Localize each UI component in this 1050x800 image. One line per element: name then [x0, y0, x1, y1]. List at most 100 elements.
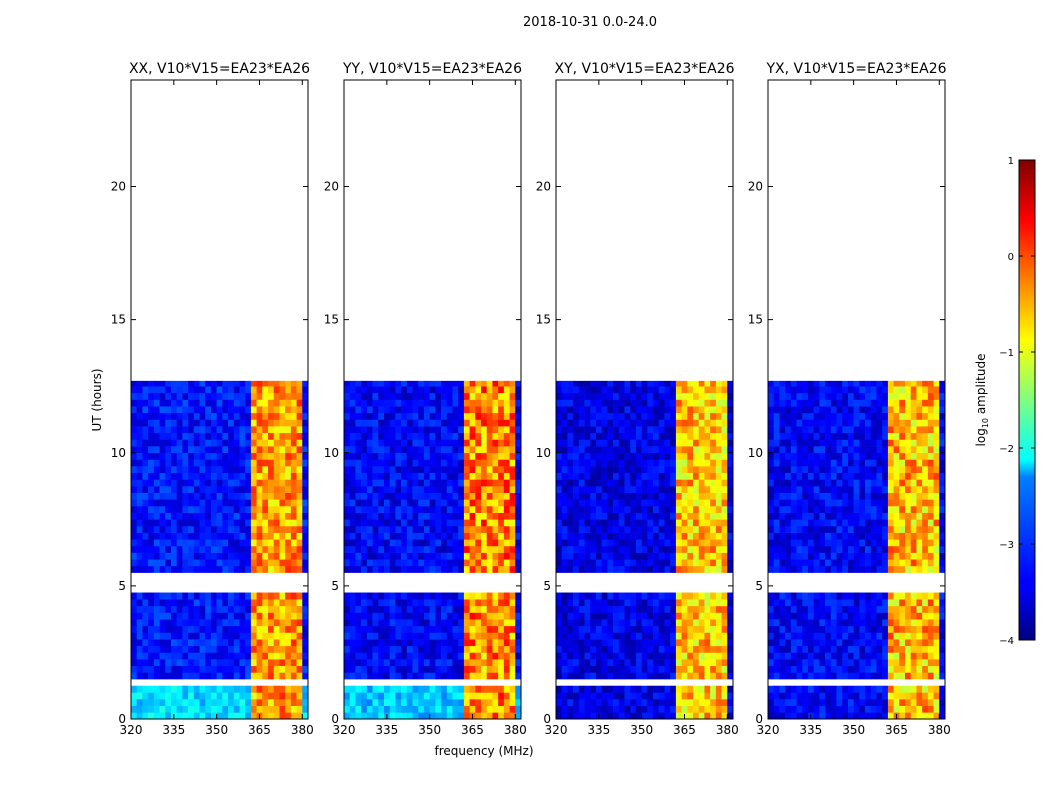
heatmap-cell [624, 392, 631, 400]
heatmap-cell [159, 625, 166, 633]
heatmap-cell [378, 692, 385, 700]
heatmap-cell [813, 612, 820, 620]
heatmap-cell [429, 545, 436, 553]
heatmap-cell [165, 612, 172, 620]
heatmap-cell [170, 532, 177, 540]
heatmap-cell [865, 625, 872, 633]
heatmap-cell [681, 432, 688, 440]
heatmap-cell [290, 659, 297, 667]
heatmap-cell [584, 592, 591, 600]
heatmap-cell [355, 426, 362, 434]
heatmap-cell [670, 619, 677, 627]
heatmap-cell [429, 712, 436, 720]
heatmap-cell [590, 452, 597, 460]
heatmap-cell [727, 692, 734, 700]
heatmap-cell [412, 519, 419, 527]
heatmap-cell [887, 692, 894, 700]
heatmap-cell [658, 645, 665, 653]
heatmap-cell [503, 705, 510, 713]
heatmap-cell [498, 672, 505, 680]
heatmap-cell [210, 419, 217, 427]
heatmap-cell [601, 399, 608, 407]
heatmap-cell [727, 705, 734, 713]
heatmap-cell [406, 539, 413, 547]
heatmap-cell [245, 652, 252, 660]
heatmap-cell [653, 545, 660, 553]
heatmap-cell [807, 665, 814, 673]
heatmap-cell [366, 699, 373, 706]
heatmap-cell [446, 392, 453, 400]
heatmap-cell [268, 439, 275, 447]
heatmap-cell [481, 380, 488, 387]
heatmap-cell [624, 699, 631, 706]
heatmap-cell [285, 612, 292, 620]
heatmap-cell [441, 512, 448, 520]
heatmap-cell [131, 446, 138, 454]
heatmap-cell [916, 659, 923, 667]
heatmap-cell [256, 565, 263, 573]
heatmap-cell [418, 479, 425, 487]
heatmap-cell [446, 605, 453, 613]
heatmap-cell [279, 539, 286, 547]
heatmap-cell [344, 486, 351, 493]
heatmap-cell [481, 692, 488, 700]
heatmap-cell [498, 652, 505, 660]
heatmap-cell [624, 659, 631, 667]
heatmap-cell [796, 612, 803, 620]
heatmap-cell [681, 552, 688, 560]
heatmap-cell [165, 419, 172, 427]
heatmap-cell [239, 592, 246, 600]
heatmap-cell [475, 386, 482, 394]
heatmap-cell [721, 380, 728, 387]
heatmap-cell [727, 392, 734, 400]
heatmap-cell [675, 472, 682, 480]
heatmap-cell [159, 712, 166, 720]
heatmap-cell [165, 545, 172, 553]
heatmap-cell [624, 412, 631, 420]
heatmap-cell [635, 412, 642, 420]
heatmap-cell [199, 592, 206, 600]
heatmap-cell [355, 672, 362, 680]
heatmap-cell [193, 412, 200, 420]
heatmap-cell [899, 705, 906, 713]
heatmap-cell [607, 472, 614, 480]
heatmap-cell [475, 486, 482, 493]
heatmap-cell [296, 645, 303, 653]
heatmap-cell [302, 619, 309, 627]
heatmap-cell [153, 499, 160, 507]
heatmap-cell [406, 699, 413, 706]
heatmap-cell [446, 565, 453, 573]
heatmap-cell [847, 625, 854, 633]
heatmap-cell [916, 699, 923, 706]
heatmap-cell [205, 472, 212, 480]
heatmap-cell [423, 412, 430, 420]
heatmap-cell [273, 439, 280, 447]
heatmap-cell [165, 559, 172, 567]
heatmap-cell [842, 685, 849, 693]
heatmap-cell [355, 452, 362, 460]
heatmap-cell [710, 539, 717, 547]
heatmap-cell [916, 652, 923, 660]
heatmap-cell [498, 692, 505, 700]
heatmap-cell [412, 632, 419, 640]
heatmap-cell [401, 632, 408, 640]
heatmap-cell [590, 639, 597, 647]
heatmap-cell [830, 612, 837, 620]
heatmap-cell [675, 545, 682, 553]
heatmap-cell [641, 472, 648, 480]
heatmap-cell [210, 506, 217, 513]
heatmap-cell [698, 479, 705, 487]
heatmap-cell [228, 685, 235, 693]
heatmap-cell [727, 625, 734, 633]
heatmap-cell [641, 552, 648, 560]
heatmap-cell [361, 512, 368, 520]
heatmap-cell [216, 466, 223, 474]
heatmap-cell [653, 392, 660, 400]
heatmap-cell [475, 472, 482, 480]
heatmap-cell [268, 479, 275, 487]
heatmap-cell [401, 412, 408, 420]
heatmap-cell [876, 645, 883, 653]
x-tick-label: 335 [162, 723, 185, 737]
heatmap-cell [296, 692, 303, 700]
heatmap-cell [262, 506, 269, 513]
